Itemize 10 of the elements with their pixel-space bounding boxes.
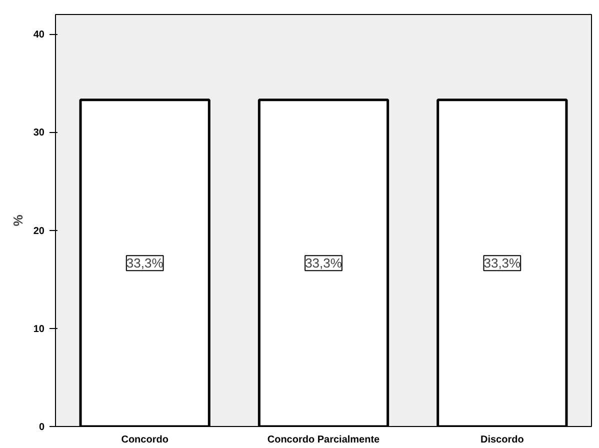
y-tick-label: 40 [33, 30, 45, 41]
data-label: 33,3% [305, 256, 342, 271]
y-axis-title: % [10, 214, 26, 226]
y-tick-label: 10 [33, 324, 45, 335]
y-tick-label: 20 [33, 226, 45, 237]
x-tick-label: Discordo [480, 434, 524, 446]
y-tick-label: 30 [33, 128, 45, 139]
x-tick-label: Concordo Parcialmente [267, 434, 380, 446]
y-tick-label: 0 [38, 422, 45, 433]
x-tick-label: Concordo [121, 434, 168, 446]
